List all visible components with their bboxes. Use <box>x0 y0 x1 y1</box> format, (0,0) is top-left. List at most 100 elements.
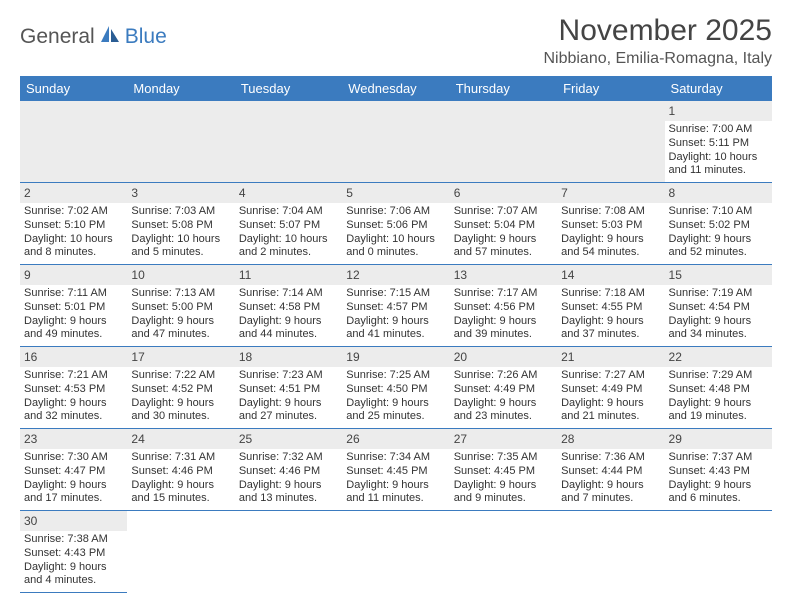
daylight-line: Daylight: 9 hours and 9 minutes. <box>454 479 553 507</box>
calendar-day-cell: 30Sunrise: 7:38 AMSunset: 4:43 PMDayligh… <box>20 511 127 593</box>
calendar-day-cell: 23Sunrise: 7:30 AMSunset: 4:47 PMDayligh… <box>20 429 127 511</box>
day-number: 8 <box>669 186 676 200</box>
day-number: 3 <box>131 186 138 200</box>
sunset-line: Sunset: 4:45 PM <box>346 465 445 479</box>
daylight-line: Daylight: 9 hours and 25 minutes. <box>346 397 445 425</box>
sunset-line: Sunset: 4:51 PM <box>239 383 338 397</box>
sunrise-line: Sunrise: 7:19 AM <box>669 287 768 301</box>
calendar-day-cell: 9Sunrise: 7:11 AMSunset: 5:01 PMDaylight… <box>20 265 127 347</box>
calendar-day-cell: 24Sunrise: 7:31 AMSunset: 4:46 PMDayligh… <box>127 429 234 511</box>
weekday-header: Tuesday <box>235 76 342 101</box>
sunrise-line: Sunrise: 7:37 AM <box>669 451 768 465</box>
sunrise-line: Sunrise: 7:21 AM <box>24 369 123 383</box>
day-number: 10 <box>131 268 144 282</box>
sunset-line: Sunset: 5:11 PM <box>669 137 768 151</box>
daylight-line: Daylight: 9 hours and 37 minutes. <box>561 315 660 343</box>
logo: General Blue <box>20 14 167 49</box>
weekday-header: Saturday <box>665 76 772 101</box>
daylight-line: Daylight: 9 hours and 7 minutes. <box>561 479 660 507</box>
title-block: November 2025 Nibbiano, Emilia-Romagna, … <box>543 14 772 68</box>
day-number: 18 <box>239 350 252 364</box>
sunset-line: Sunset: 4:45 PM <box>454 465 553 479</box>
sunrise-line: Sunrise: 7:14 AM <box>239 287 338 301</box>
sunrise-line: Sunrise: 7:03 AM <box>131 205 230 219</box>
calendar-day-cell: 27Sunrise: 7:35 AMSunset: 4:45 PMDayligh… <box>450 429 557 511</box>
day-number: 19 <box>346 350 359 364</box>
day-number: 2 <box>24 186 31 200</box>
sunrise-line: Sunrise: 7:32 AM <box>239 451 338 465</box>
day-number: 25 <box>239 432 252 446</box>
sunrise-line: Sunrise: 7:31 AM <box>131 451 230 465</box>
weekday-header: Friday <box>557 76 664 101</box>
sunrise-line: Sunrise: 7:15 AM <box>346 287 445 301</box>
sunset-line: Sunset: 4:43 PM <box>669 465 768 479</box>
header: General Blue November 2025 Nibbiano, Emi… <box>20 14 772 68</box>
calendar-day-cell: 2Sunrise: 7:02 AMSunset: 5:10 PMDaylight… <box>20 183 127 265</box>
sunrise-line: Sunrise: 7:38 AM <box>24 533 123 547</box>
calendar-day-cell: 17Sunrise: 7:22 AMSunset: 4:52 PMDayligh… <box>127 347 234 429</box>
calendar-day-cell: 29Sunrise: 7:37 AMSunset: 4:43 PMDayligh… <box>665 429 772 511</box>
day-number: 30 <box>24 514 37 528</box>
weekday-header-row: SundayMondayTuesdayWednesdayThursdayFrid… <box>20 76 772 101</box>
sunrise-line: Sunrise: 7:02 AM <box>24 205 123 219</box>
daylight-line: Daylight: 9 hours and 21 minutes. <box>561 397 660 425</box>
day-number: 23 <box>24 432 37 446</box>
calendar-day-cell: 25Sunrise: 7:32 AMSunset: 4:46 PMDayligh… <box>235 429 342 511</box>
day-number: 28 <box>561 432 574 446</box>
day-number: 9 <box>24 268 31 282</box>
daylight-line: Daylight: 10 hours and 5 minutes. <box>131 233 230 261</box>
calendar-day-cell: 3Sunrise: 7:03 AMSunset: 5:08 PMDaylight… <box>127 183 234 265</box>
daylight-line: Daylight: 9 hours and 32 minutes. <box>24 397 123 425</box>
daylight-line: Daylight: 9 hours and 47 minutes. <box>131 315 230 343</box>
sunrise-line: Sunrise: 7:17 AM <box>454 287 553 301</box>
calendar-day-cell: 4Sunrise: 7:04 AMSunset: 5:07 PMDaylight… <box>235 183 342 265</box>
calendar-day-cell: 12Sunrise: 7:15 AMSunset: 4:57 PMDayligh… <box>342 265 449 347</box>
calendar-day-cell: 28Sunrise: 7:36 AMSunset: 4:44 PMDayligh… <box>557 429 664 511</box>
calendar-empty-cell <box>557 101 664 183</box>
sunrise-line: Sunrise: 7:06 AM <box>346 205 445 219</box>
sunset-line: Sunset: 5:03 PM <box>561 219 660 233</box>
daylight-line: Daylight: 9 hours and 41 minutes. <box>346 315 445 343</box>
sunset-line: Sunset: 4:46 PM <box>239 465 338 479</box>
day-number: 20 <box>454 350 467 364</box>
calendar-day-cell: 26Sunrise: 7:34 AMSunset: 4:45 PMDayligh… <box>342 429 449 511</box>
calendar-day-cell: 22Sunrise: 7:29 AMSunset: 4:48 PMDayligh… <box>665 347 772 429</box>
day-number: 29 <box>669 432 682 446</box>
sunrise-line: Sunrise: 7:22 AM <box>131 369 230 383</box>
daylight-line: Daylight: 10 hours and 2 minutes. <box>239 233 338 261</box>
calendar-day-cell: 15 Sunrise: 7:19 AMSunset: 4:54 PMDayligh… <box>665 265 772 347</box>
daylight-line: Daylight: 9 hours and 52 minutes. <box>669 233 768 261</box>
daylight-line: Daylight: 9 hours and 11 minutes. <box>346 479 445 507</box>
calendar-empty-cell <box>665 511 772 593</box>
sunset-line: Sunset: 5:01 PM <box>24 301 123 315</box>
daylight-line: Daylight: 9 hours and 34 minutes. <box>669 315 768 343</box>
sunrise-line: Sunrise: 7:25 AM <box>346 369 445 383</box>
daylight-line: Daylight: 9 hours and 17 minutes. <box>24 479 123 507</box>
sunset-line: Sunset: 4:47 PM <box>24 465 123 479</box>
calendar-day-cell: 1Sunrise: 7:00 AMSunset: 5:11 PMDaylight… <box>665 101 772 183</box>
daylight-line: Daylight: 10 hours and 11 minutes. <box>669 151 768 179</box>
sunrise-line: Sunrise: 7:34 AM <box>346 451 445 465</box>
sunset-line: Sunset: 4:48 PM <box>669 383 768 397</box>
day-number: 15 <box>669 268 682 282</box>
sunset-line: Sunset: 4:49 PM <box>454 383 553 397</box>
daylight-line: Daylight: 9 hours and 15 minutes. <box>131 479 230 507</box>
day-number: 7 <box>561 186 568 200</box>
daylight-line: Daylight: 9 hours and 4 minutes. <box>24 561 123 589</box>
calendar-empty-cell <box>342 511 449 593</box>
sunset-line: Sunset: 4:52 PM <box>131 383 230 397</box>
sunset-line: Sunset: 4:56 PM <box>454 301 553 315</box>
daylight-line: Daylight: 9 hours and 23 minutes. <box>454 397 553 425</box>
sunset-line: Sunset: 5:10 PM <box>24 219 123 233</box>
calendar-week-row: 16Sunrise: 7:21 AMSunset: 4:53 PMDayligh… <box>20 347 772 429</box>
calendar-day-cell: 11Sunrise: 7:14 AMSunset: 4:58 PMDayligh… <box>235 265 342 347</box>
day-number: 13 <box>454 268 467 282</box>
calendar-week-row: 2 Sunrise: 7:02 AMSunset: 5:10 PM Daylight… <box>20 183 772 265</box>
daylight-line: Daylight: 9 hours and 19 minutes. <box>669 397 768 425</box>
calendar-day-cell: 21Sunrise: 7:27 AMSunset: 4:49 PMDayligh… <box>557 347 664 429</box>
weekday-header: Wednesday <box>342 76 449 101</box>
sunset-line: Sunset: 4:54 PM <box>669 301 768 315</box>
day-number: 17 <box>131 350 144 364</box>
calendar-day-cell: 20Sunrise: 7:26 AMSunset: 4:49 PMDayligh… <box>450 347 557 429</box>
daylight-line: Daylight: 9 hours and 57 minutes. <box>454 233 553 261</box>
